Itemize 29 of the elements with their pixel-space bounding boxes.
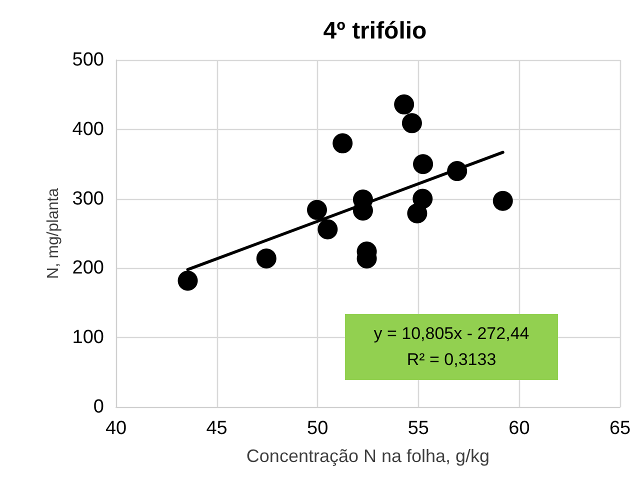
- x-tick-label: 40: [105, 418, 127, 439]
- y-tick-label: 300: [72, 188, 104, 210]
- x-tick-label: 55: [408, 418, 429, 439]
- y-axis-title: N, mg/planta: [44, 188, 62, 279]
- point: [256, 248, 276, 268]
- point: [492, 190, 513, 211]
- point: [178, 270, 198, 291]
- point: [318, 219, 338, 240]
- annotation: y = 10,805x - 272,44: [374, 324, 530, 343]
- equation-box: y = 10,805x - 272,44 R² = 0,3133: [345, 314, 558, 380]
- point: [332, 133, 353, 154]
- y-tick-label: 200: [72, 258, 104, 279]
- y-tick-label: 0: [93, 396, 104, 418]
- point: [413, 154, 434, 174]
- annotation: R² = 0,3133: [406, 350, 496, 369]
- point: [307, 200, 327, 220]
- y-tick-label: 100: [72, 327, 104, 348]
- point: [407, 203, 428, 224]
- point: [447, 161, 468, 182]
- point: [394, 94, 414, 114]
- x-tick-label: 60: [508, 418, 530, 439]
- x-tick-label: 50: [307, 418, 328, 439]
- chart-title: 4º trifólio: [323, 18, 427, 44]
- x-axis-title: Concentração N na folha, g/kg: [246, 446, 490, 466]
- y-tick-label: 400: [72, 118, 104, 140]
- x-tick-label: 65: [609, 418, 631, 439]
- x-tick-label: 45: [206, 418, 228, 439]
- point: [402, 113, 422, 134]
- y-tick-label: 500: [72, 50, 104, 70]
